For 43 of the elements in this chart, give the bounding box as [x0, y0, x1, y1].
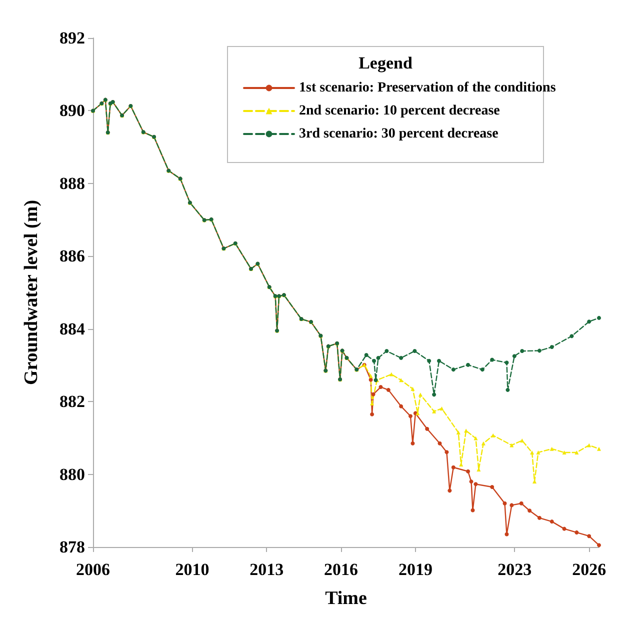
legend-label: 1st scenario: Preservation of the conditions: [299, 80, 556, 96]
y-tick-label: 882: [60, 392, 85, 412]
point: [520, 349, 524, 354]
point: [412, 349, 417, 354]
legend-label: 3rd scenario: 30 percent decrease: [299, 126, 498, 142]
y-tick-label: 888: [60, 174, 85, 193]
y-tick-label: 884: [60, 319, 86, 338]
x-tick-label: 2016: [324, 560, 358, 579]
point: [597, 316, 601, 320]
x-axis-title: Time: [325, 588, 367, 609]
point: [437, 358, 442, 363]
x-tick-label: 2010: [175, 560, 210, 579]
point: [490, 358, 494, 362]
point: [480, 368, 484, 372]
y-tick-label: 880: [60, 464, 85, 484]
x-tick-label: 2006: [76, 560, 110, 579]
point: [550, 345, 554, 350]
x-tick-label: 2019: [398, 560, 432, 579]
point: [451, 368, 456, 372]
x-tick-label: 2026: [572, 560, 606, 579]
y-tick-label: 886: [60, 246, 85, 266]
point: [504, 360, 509, 365]
point: [427, 358, 432, 363]
point: [512, 354, 516, 358]
point: [432, 392, 436, 397]
point: [372, 358, 376, 363]
x-tick-label: 2023: [498, 560, 532, 579]
legend-title: Legend: [358, 54, 413, 72]
point: [399, 356, 404, 360]
point: [537, 348, 542, 353]
point: [587, 320, 592, 324]
y-tick-label: 890: [60, 101, 85, 120]
point: [384, 349, 389, 354]
point: [506, 388, 510, 392]
point: [466, 362, 470, 367]
x-tick-label: 2013: [250, 560, 284, 579]
point: [376, 356, 380, 360]
legend-label: 2nd scenario: 10 percent decrease: [299, 104, 500, 118]
y-axis-title: Groundwater level (m): [21, 200, 42, 386]
y-tick-label: 878: [60, 538, 85, 556]
point: [570, 334, 574, 338]
y-tick-label: 892: [60, 28, 85, 48]
point: [364, 353, 368, 358]
